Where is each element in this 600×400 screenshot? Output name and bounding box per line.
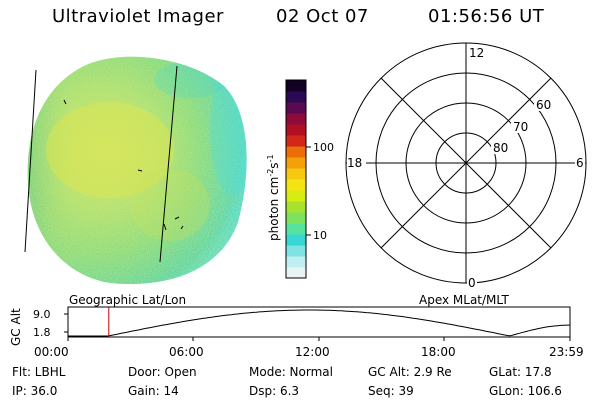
colorbar-cell	[286, 256, 306, 268]
speckle-noise	[27, 56, 247, 285]
colorbar-frame	[285, 79, 307, 279]
polar-labels: 12 18 6 0 60 70 80	[347, 46, 585, 290]
geographic-image	[24, 56, 247, 285]
right-panel-caption: Apex MLat/MLT	[419, 293, 509, 307]
colorbar-cell	[286, 179, 306, 191]
colorbar-cell	[286, 135, 306, 147]
timeline-plot: GC Alt 9.0 1.8 00:00 06:00 12:00 18:00 2…	[9, 306, 584, 359]
gain-value: Gain: 14	[128, 384, 179, 398]
colorbar-cell	[286, 80, 306, 92]
unit-mid: s	[267, 162, 281, 168]
mlt-label-12: 12	[469, 46, 484, 60]
lat-label-60: 60	[536, 98, 551, 112]
unit-exp-1: -2	[266, 169, 275, 177]
ip-value: IP: 36.0	[12, 384, 58, 398]
unit-base: photon cm	[267, 177, 281, 241]
geographic-longitude: GLon: 106.6	[489, 384, 562, 398]
bright-region	[46, 102, 174, 198]
mlt-label-0: 0	[468, 276, 476, 290]
left-panel-caption: Geographic Lat/Lon	[69, 293, 187, 307]
colorbar-cell	[286, 201, 306, 213]
y-tick-label-9: 9.0	[33, 308, 51, 321]
bright-region	[130, 169, 210, 241]
longitude-line	[24, 69, 37, 253]
colorbar-unit: photon cm-2s-1	[266, 154, 281, 241]
colorbar: 100 10 photon cm-2s-1	[266, 79, 334, 279]
observation-date: 02 Oct 07	[276, 6, 369, 27]
colorbar-cell	[286, 113, 306, 125]
mlt-label-18: 18	[347, 156, 362, 170]
lat-label-80: 80	[493, 141, 508, 155]
sequence-value: Seq: 39	[368, 384, 414, 398]
colorbar-cell	[286, 91, 306, 103]
longitude-line	[159, 65, 178, 263]
observation-time: 01:56:56 UT	[428, 6, 545, 27]
mode-status: Mode: Normal	[249, 365, 333, 379]
x-tick-label-2359: 23:59	[549, 345, 584, 359]
x-tick-label-0000: 00:00	[34, 345, 69, 359]
colorbar-cell	[286, 267, 306, 279]
colorbar-cell	[286, 146, 306, 158]
mlt-label-6: 6	[576, 156, 584, 170]
geographic-latitude: GLat: 17.8	[489, 365, 552, 379]
gc-altitude: GC Alt: 2.9 Re	[368, 365, 452, 379]
instrument-title: Ultraviolet Imager	[52, 6, 224, 27]
door-status: Door: Open	[128, 365, 197, 379]
colorbar-cell	[286, 157, 306, 169]
lat-label-70: 70	[513, 120, 528, 134]
colorbar-cell	[286, 234, 306, 246]
colorbar-cell	[286, 168, 306, 180]
colorbar-label-10: 10	[313, 229, 327, 242]
y-tick-label-1-8: 1.8	[33, 326, 51, 339]
faint-edge	[154, 62, 226, 98]
coastline	[63, 99, 184, 231]
polar-plot	[345, 42, 587, 284]
colorbar-cell	[286, 124, 306, 136]
colorbar-label-100: 100	[313, 141, 334, 154]
colorbar-cell	[286, 190, 306, 202]
x-tick-label-0600: 06:00	[169, 345, 204, 359]
x-tick-label-1800: 18:00	[421, 345, 456, 359]
unit-exp-2: -1	[266, 154, 275, 162]
colorbar-cell	[286, 245, 306, 257]
polar-diagonal	[380, 77, 552, 249]
x-tick-label-1200: 12:00	[295, 345, 330, 359]
filter-value: Flt: LBHL	[12, 365, 66, 379]
colorbar-cell	[286, 223, 306, 235]
colorbar-cell	[286, 212, 306, 224]
dsp-value: Dsp: 6.3	[249, 384, 300, 398]
gc-alt-curve	[68, 309, 570, 337]
y-label: GC Alt	[9, 308, 23, 346]
colorbar-cell	[286, 102, 306, 114]
